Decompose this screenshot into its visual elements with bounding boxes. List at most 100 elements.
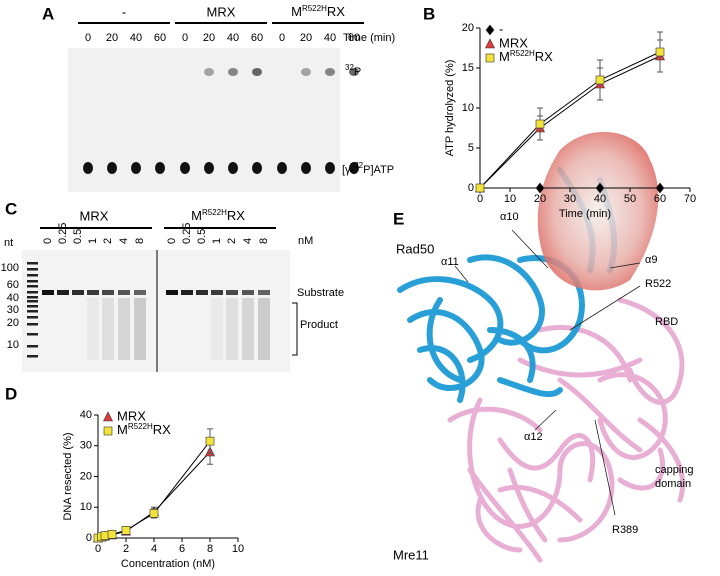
concentration-label: 0.5 <box>72 229 84 244</box>
band <box>226 290 238 295</box>
structure <box>397 131 686 563</box>
data-point <box>655 47 665 57</box>
structure-label: R522 <box>645 278 671 290</box>
marker-band <box>27 316 38 319</box>
text-part: M <box>117 422 128 437</box>
structure-label: Rad50 <box>396 241 434 256</box>
structure-label: RBD <box>655 316 678 328</box>
marker-band <box>27 291 38 294</box>
text-part: 32 <box>354 161 363 170</box>
structure-label: Mre11 <box>393 547 429 562</box>
band <box>196 290 208 295</box>
band <box>134 290 146 295</box>
y-axis-label: DNA resected (%) <box>62 432 74 520</box>
band <box>118 290 130 295</box>
data-point <box>535 182 545 194</box>
legend-label: - <box>499 21 503 36</box>
unit-label: nt <box>4 237 13 249</box>
concentration-label: 0 <box>42 238 54 244</box>
structure-label: capping <box>655 464 694 476</box>
y-tick-label: 20 <box>462 22 474 34</box>
concentration-label: 4 <box>242 238 254 244</box>
marker-label: 20 <box>7 317 19 329</box>
spot <box>301 162 311 174</box>
time-label: 40 <box>227 32 239 44</box>
text-part: M <box>191 208 202 223</box>
structure-label: α12 <box>524 431 543 443</box>
text-part: P]ATP <box>363 164 394 176</box>
group-label: MR522HRX <box>191 208 245 224</box>
y-tick-label: 10 <box>462 102 474 114</box>
y-tick-label: 15 <box>462 62 474 74</box>
time-label: 20 <box>106 32 118 44</box>
spot <box>349 162 359 174</box>
x-axis-label: Time (min) <box>559 208 611 220</box>
band <box>242 290 254 295</box>
spot <box>301 68 311 76</box>
text-part: R522H <box>302 4 327 13</box>
spot <box>228 68 238 76</box>
group-label: - <box>122 4 126 19</box>
time-label: 0 <box>182 32 188 44</box>
x-tick-label: 20 <box>534 193 546 205</box>
x-tick-label: 50 <box>624 193 636 205</box>
band <box>258 290 270 295</box>
smear <box>226 298 238 360</box>
panel-label: D <box>5 384 17 403</box>
marker-label: 60 <box>7 279 19 291</box>
group-label: MR522HRX <box>291 4 345 20</box>
panel-label: E <box>393 209 404 228</box>
smear <box>118 298 130 360</box>
bracket <box>292 302 298 356</box>
x-tick-label: 60 <box>654 193 666 205</box>
concentration-label: 8 <box>258 238 270 244</box>
panel-label: B <box>423 4 435 23</box>
gel-c <box>22 250 290 372</box>
x-axis-label: Concentration (nM) <box>121 558 215 570</box>
smear <box>87 298 99 360</box>
concentration-label: 1 <box>211 238 223 244</box>
legend-marker <box>103 411 113 422</box>
x-tick-label: 2 <box>123 543 129 555</box>
band <box>102 290 114 295</box>
text-part: RX <box>227 208 245 223</box>
x-tick-label: 10 <box>504 193 516 205</box>
x-tick-label: 4 <box>151 543 157 555</box>
spot <box>180 162 190 174</box>
series-line <box>97 451 211 539</box>
legend-label: MR522HRX <box>499 49 553 65</box>
legend-label: MRX <box>499 35 528 50</box>
time-label: 60 <box>154 32 166 44</box>
smear <box>242 298 254 360</box>
concentration-label: 0 <box>166 238 178 244</box>
text-part: M <box>499 49 510 64</box>
marker-band <box>27 323 38 326</box>
x-tick-label: 30 <box>564 193 576 205</box>
panel-label: A <box>42 4 54 23</box>
concentration-label: 8 <box>134 238 146 244</box>
axis-label: Time (min) <box>343 32 395 44</box>
spot <box>83 162 93 174</box>
structure-label: domain <box>655 478 691 490</box>
text-part: R522H <box>202 208 227 217</box>
marker-band <box>27 285 38 288</box>
legend-label: MR522HRX <box>117 422 171 438</box>
structure-label: R389 <box>612 524 638 536</box>
spot <box>155 162 165 174</box>
time-label: 40 <box>130 32 142 44</box>
smear <box>258 298 270 360</box>
spot <box>325 68 335 76</box>
marker-band <box>27 300 38 303</box>
x-tick-label: 0 <box>477 193 483 205</box>
marker-band <box>27 333 38 336</box>
marker-label: 10 <box>7 339 19 351</box>
series-line <box>97 440 211 539</box>
x-tick-label: 6 <box>179 543 185 555</box>
smear <box>211 298 223 360</box>
concentration-label: 0.25 <box>57 223 69 244</box>
concentration-label: 2 <box>102 238 114 244</box>
band-label: Substrate <box>297 287 344 299</box>
spot <box>107 162 117 174</box>
marker-label: 30 <box>7 304 19 316</box>
band-label: 32P <box>345 63 361 78</box>
